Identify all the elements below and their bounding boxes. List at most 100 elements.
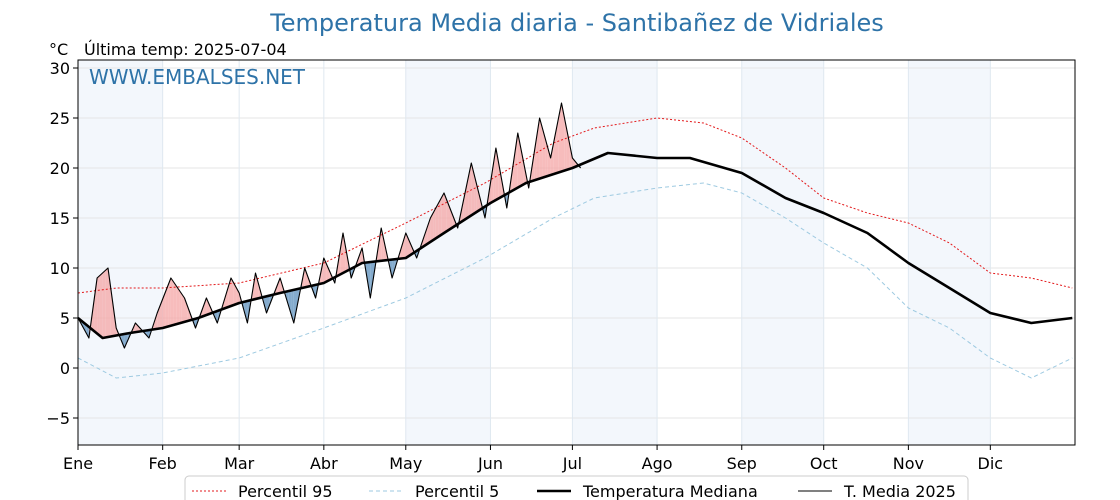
warm-anomaly-fill <box>187 305 190 322</box>
warm-anomaly-fill <box>165 285 169 328</box>
series-line-3 <box>77 102 582 349</box>
month-bands <box>78 60 991 445</box>
x-tick-label: Nov <box>893 454 924 473</box>
warm-anomaly-fill <box>110 288 114 337</box>
warm-anomaly-fill <box>168 278 171 327</box>
warm-anomaly-fill <box>564 116 567 171</box>
cold-anomaly-fill <box>244 301 248 323</box>
month-band-6 <box>572 60 658 445</box>
series-line-0 <box>77 117 1073 294</box>
month-band-0 <box>78 60 163 445</box>
warm-anomaly-fill <box>561 103 565 172</box>
warm-anomaly-fill <box>545 138 548 177</box>
warm-anomaly-fill <box>471 163 475 216</box>
warm-anomaly-fill <box>476 185 480 212</box>
warm-anomaly-fill <box>323 258 327 283</box>
warm-anomaly-fill <box>441 193 444 235</box>
cold-anomaly-fill <box>214 311 218 323</box>
warm-anomaly-fill <box>359 248 363 265</box>
x-tick-label: Abr <box>310 454 338 473</box>
x-tick-label: Ago <box>642 454 673 473</box>
warm-anomaly-fill <box>520 146 524 187</box>
cold-anomaly-fill <box>392 259 395 278</box>
warm-anomaly-fill <box>340 233 343 275</box>
plot-frame <box>77 59 1076 446</box>
month-band-10 <box>908 60 991 445</box>
x-tick-label: Feb <box>149 454 177 473</box>
legend-label: Temperatura Mediana <box>582 482 758 500</box>
x-tick-label: Sep <box>727 454 757 473</box>
warm-anomaly-fill <box>468 163 472 218</box>
cold-anomaly-fill <box>370 261 373 298</box>
legend-label: Percentil 5 <box>415 482 499 500</box>
grid-lines <box>77 60 1075 445</box>
warm-anomaly-fill <box>181 294 185 323</box>
x-tick-label: May <box>389 454 422 473</box>
warm-anomaly-fill <box>381 228 384 261</box>
y-tick-label: 25 <box>50 109 70 128</box>
warm-anomaly-fill <box>231 278 234 306</box>
cold-anomaly-fill <box>86 324 89 338</box>
series-line-1 <box>77 182 1073 379</box>
month-band-4 <box>405 60 491 445</box>
warm-anomaly-fill <box>403 233 406 259</box>
warm-anomaly-fill <box>490 165 494 203</box>
warm-anomaly-fill <box>326 264 330 282</box>
x-tick-label: Mar <box>224 454 255 473</box>
series-lines <box>77 102 1073 379</box>
month-band-8 <box>741 60 824 445</box>
warm-anomaly-fill <box>170 278 174 326</box>
unit-label: °C <box>49 40 68 59</box>
warm-anomaly-fill <box>173 282 177 325</box>
warm-anomaly-fill <box>99 273 103 338</box>
cold-anomaly-fill <box>266 295 270 313</box>
y-tick-label: 10 <box>50 259 70 278</box>
warm-anomaly-fill <box>159 299 163 329</box>
legend-label: Percentil 95 <box>238 482 333 500</box>
warm-anomaly-fill <box>566 130 570 170</box>
x-tick-label: Jul <box>562 454 582 473</box>
x-tick-label: Ene <box>63 454 93 473</box>
warm-anomaly-fill <box>233 283 237 305</box>
cold-anomaly-fill <box>367 262 371 298</box>
warm-anomaly-fill <box>255 273 259 299</box>
cold-anomaly-fill <box>146 330 149 338</box>
y-tick-label: 20 <box>50 159 70 178</box>
warm-anomaly-fill <box>102 270 106 338</box>
warm-anomaly-fill <box>321 258 324 284</box>
warm-anomaly-fill <box>378 228 382 262</box>
warm-anomaly-fill <box>179 290 182 324</box>
warm-anomaly-fill <box>498 163 502 199</box>
warm-anomaly-fill <box>556 116 559 174</box>
last-temp-label: Última temp: 2025-07-04 <box>84 40 287 59</box>
warm-anomaly-fill <box>433 208 436 241</box>
x-tick-label: Jun <box>477 454 503 473</box>
warm-anomaly-fill <box>408 239 412 257</box>
warm-anomaly-fill <box>343 233 346 273</box>
cold-anomaly-fill <box>124 333 128 348</box>
warm-anomaly-fill <box>203 298 207 316</box>
legend-label: T. Media 2025 <box>843 482 956 500</box>
warm-anomaly-fill <box>558 103 562 173</box>
legend: Percentil 95 Percentil 5 Temperatura Media… <box>184 475 969 500</box>
cold-anomaly-fill <box>293 289 297 323</box>
series-line-2 <box>77 151 1073 340</box>
warm-anomaly-fill <box>105 268 108 338</box>
warm-anomaly-fill <box>539 118 543 179</box>
warm-anomaly-fill <box>206 298 210 315</box>
y-axis: −5 0 5 10 15 20 25 30 <box>46 59 78 428</box>
y-tick-label: 15 <box>50 209 70 228</box>
x-axis: Ene Feb Mar Abr May Jun Jul Ago Sep Oct Nov Dic <box>63 445 1003 473</box>
warm-anomaly-fill <box>435 203 439 239</box>
warm-anomaly-fill <box>304 268 308 288</box>
warm-anomaly-fill <box>534 135 537 181</box>
warm-anomaly-fill <box>517 133 521 188</box>
warm-anomaly-fill <box>162 292 166 328</box>
warm-anomaly-fill <box>512 151 515 191</box>
warm-anomaly-fill <box>446 200 450 232</box>
x-tick-label: Oct <box>810 454 838 473</box>
warm-anomaly-fill <box>542 128 546 178</box>
chart-title: Temperatura Media diaria - Santibañez de… <box>269 9 884 37</box>
watermark: WWW.EMBALSES.NET <box>89 65 306 89</box>
